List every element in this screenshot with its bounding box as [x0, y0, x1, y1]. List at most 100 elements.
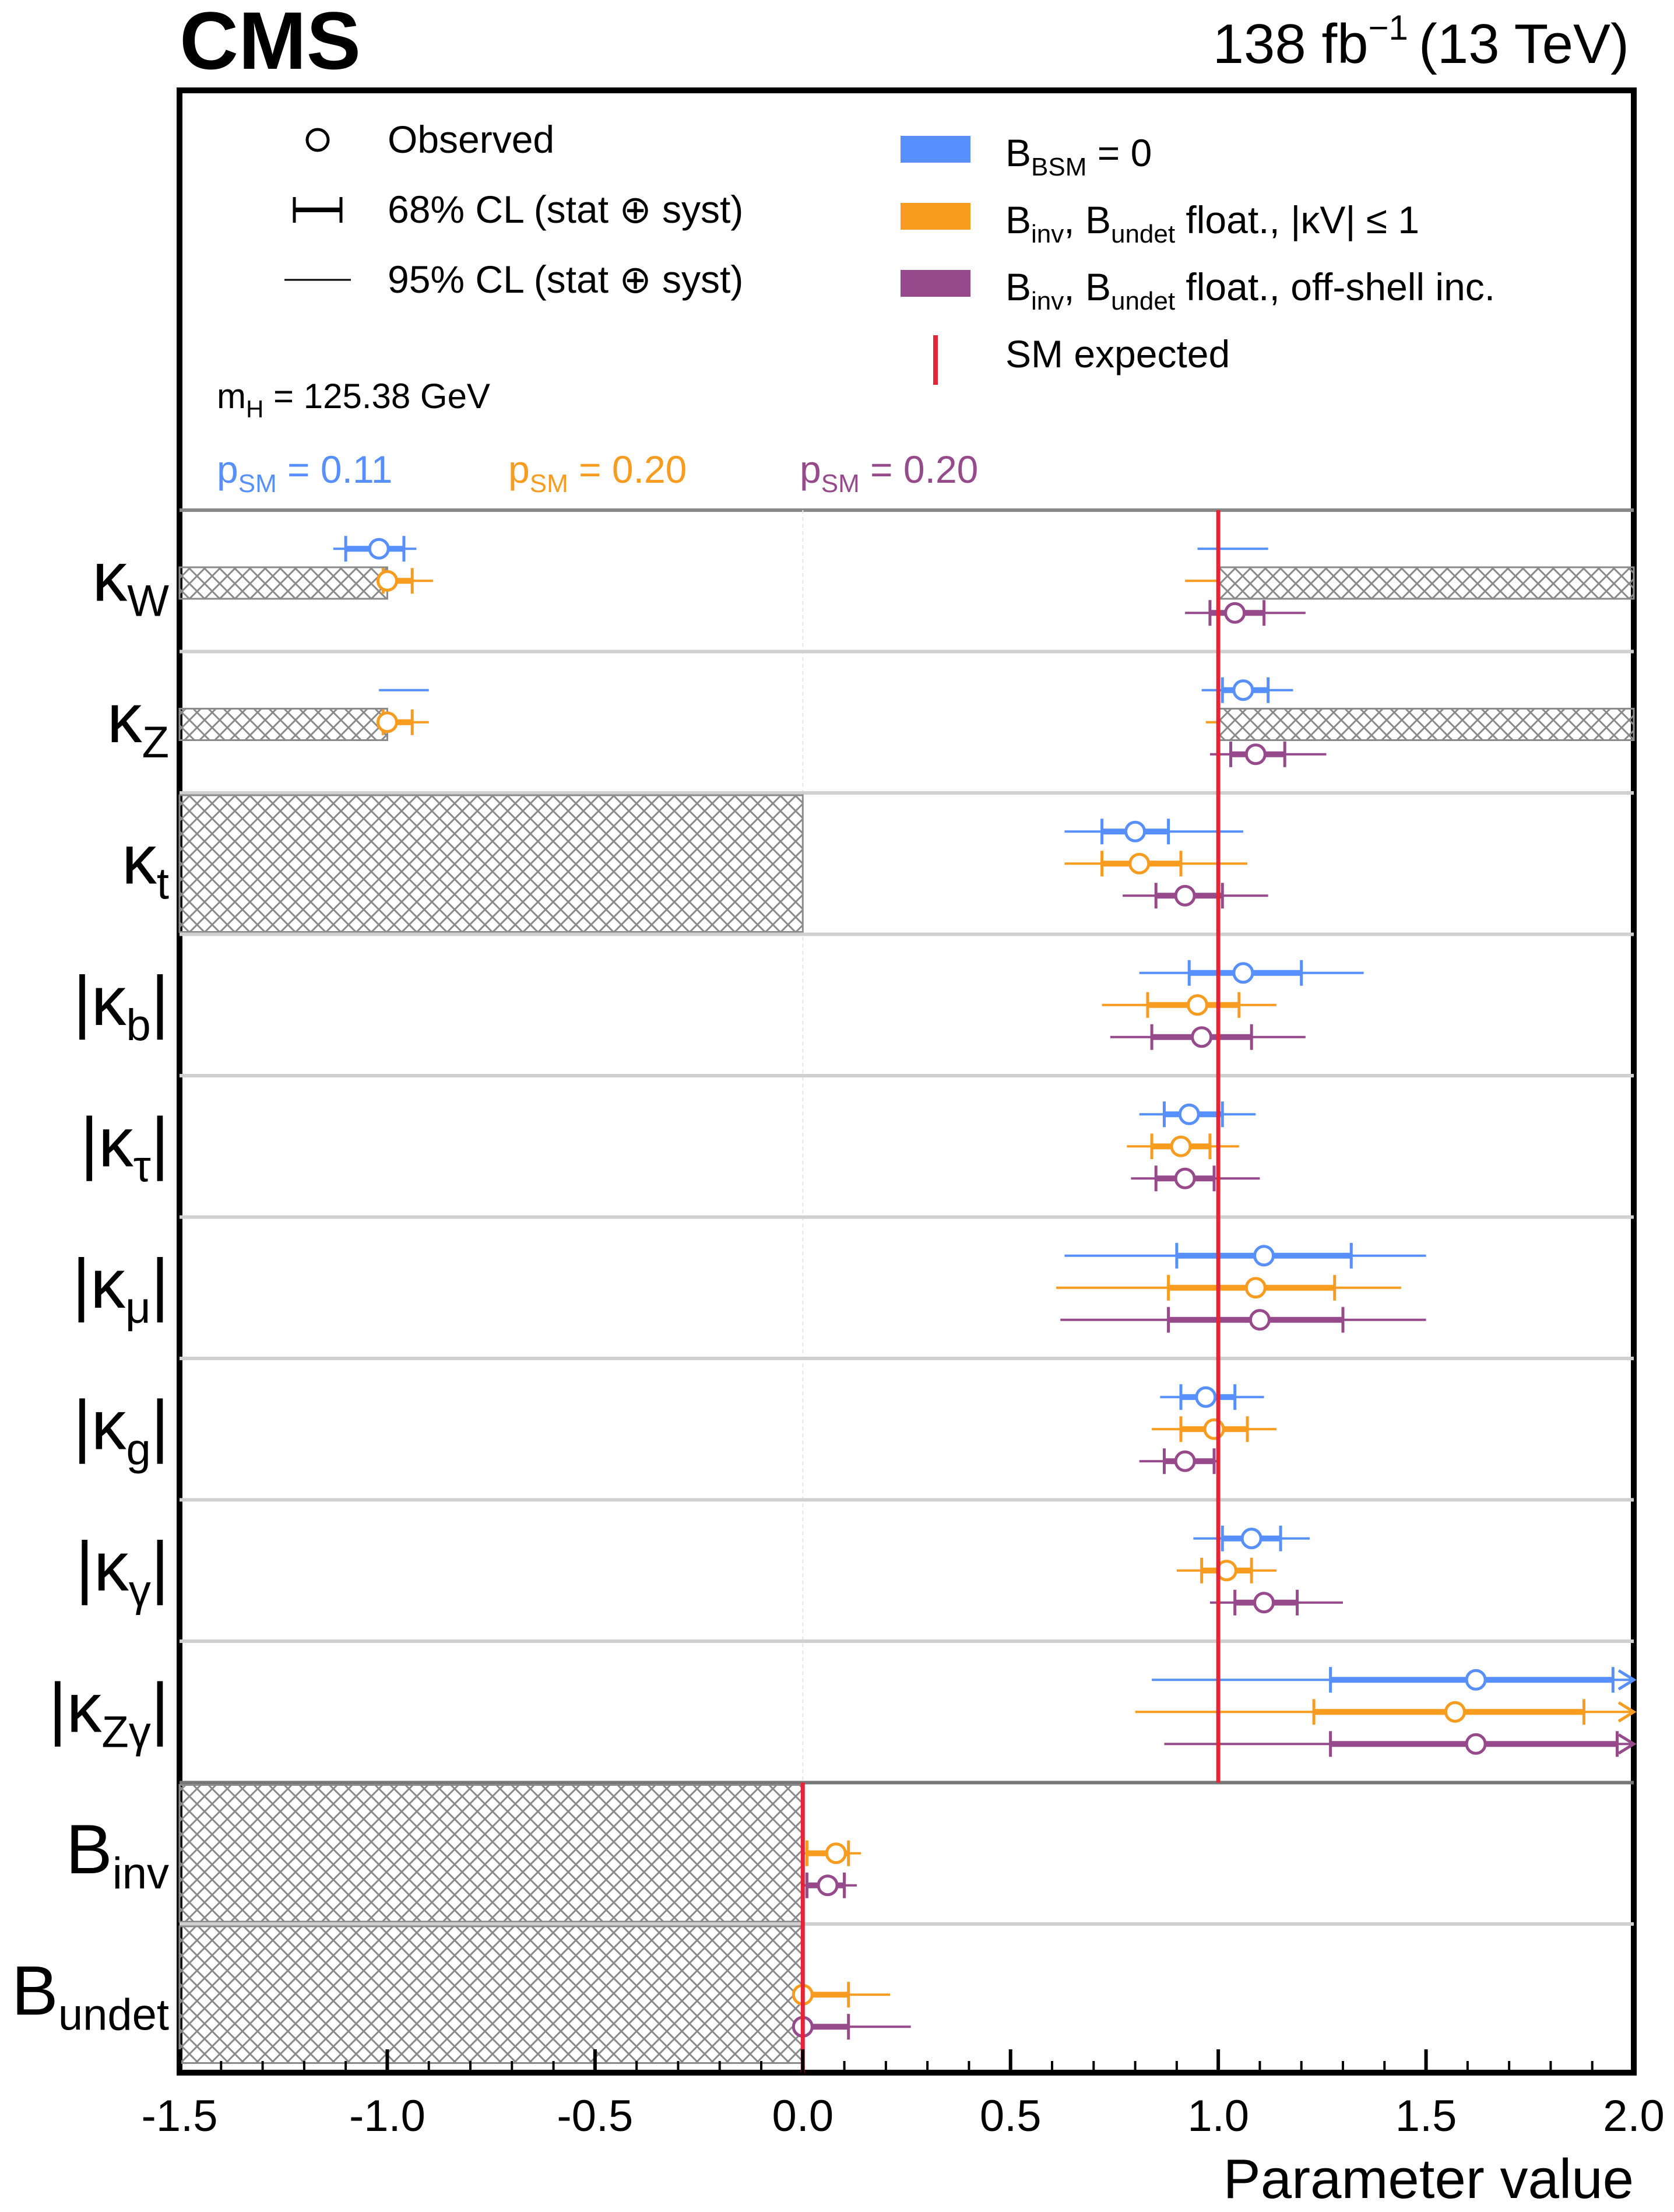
- experiment-label: CMS: [180, 0, 361, 86]
- plot-frame: [177, 87, 1637, 2076]
- series-point-group: [379, 677, 1293, 703]
- parameter-row: Binv: [66, 1784, 1634, 1926]
- excluded-region: [178, 794, 804, 933]
- x-tick-label: 2.0: [1603, 2091, 1665, 2141]
- observed-point: [1465, 1669, 1487, 1691]
- x-tick-label: 0.0: [772, 2091, 834, 2141]
- observed-point: [1170, 1135, 1192, 1157]
- row-label: |κg|: [73, 1386, 169, 1474]
- series-point-group: [1164, 1731, 1637, 1757]
- parameter-row: |κb|: [73, 960, 1634, 1077]
- legend-model-label: Binv, Bundet float., |κV| ≤ 1: [1005, 198, 1419, 248]
- series-point-group: [1135, 1699, 1637, 1725]
- legend-68cl-marker: [293, 197, 343, 223]
- lumi-exponent: −1: [1369, 8, 1408, 47]
- row-label: |κτ|: [80, 1103, 169, 1191]
- series-point-group: [792, 1982, 890, 2008]
- series-point-group: [1110, 1024, 1306, 1050]
- row-label: Binv: [66, 1810, 169, 1898]
- overflow-arrow: [1617, 1701, 1637, 1723]
- x-tick-label: 0.5: [980, 2091, 1042, 2141]
- series-point-group: [376, 568, 1219, 594]
- lumi-energy: (13 TeV): [1419, 13, 1629, 75]
- legend-sm-label: SM expected: [1005, 332, 1230, 375]
- series-point-group: [1176, 1557, 1276, 1583]
- series-point-group: [1193, 1525, 1310, 1551]
- series-point-group: [1127, 1133, 1239, 1160]
- observed-point: [1174, 1450, 1196, 1472]
- series-point-group: [1160, 1384, 1264, 1410]
- legend: Observed 68% CL (stat ⊕ syst) 95% CL (stat…: [217, 118, 1495, 498]
- observed-point: [1203, 1418, 1225, 1440]
- series-point-group: [1209, 741, 1327, 767]
- row-label: |κb|: [73, 962, 169, 1050]
- plot-area: κW κZ κt |κb| |κτ| |κμ| |κg| |κγ| |κZγ| Binv Bunde…: [12, 508, 1637, 2073]
- observed-point: [1444, 1701, 1466, 1723]
- row-label: κW: [92, 538, 169, 626]
- psm-label: pSM = 0.11: [217, 448, 393, 498]
- parameter-row: Bundet: [12, 1925, 911, 2064]
- observed-point: [1178, 1103, 1200, 1125]
- observed-point: [1244, 1277, 1267, 1299]
- observed-point: [1253, 1245, 1275, 1267]
- observed-point: [376, 570, 398, 592]
- observed-point: [1124, 820, 1147, 842]
- series-point-group: [1131, 1165, 1260, 1192]
- legend-model-swatch: [901, 136, 970, 163]
- observed-point: [1240, 1528, 1262, 1550]
- x-tick-label: -1.5: [142, 2091, 218, 2141]
- overflow-arrow: [1617, 1733, 1637, 1755]
- observed-point: [376, 711, 398, 733]
- parameter-row: κt: [122, 794, 1634, 936]
- excluded-region: [178, 566, 388, 600]
- observed-point: [1249, 1309, 1271, 1331]
- excluded-region: [178, 1784, 804, 1923]
- observed-point: [368, 538, 390, 560]
- series-point-group: [333, 536, 1268, 562]
- excluded-region: [178, 708, 388, 741]
- series-point-group: [1123, 883, 1268, 909]
- observed-point: [1465, 1733, 1487, 1755]
- series-point-group: [1056, 1274, 1401, 1301]
- higgs-mass-label: mH = 125.38 GeV: [217, 377, 490, 423]
- row-label: κZ: [107, 679, 169, 767]
- series-point-group: [1139, 1448, 1219, 1474]
- observed-point: [825, 1842, 847, 1865]
- excluded-region: [178, 1925, 804, 2064]
- lumi-label: 138 fb−1 (13 TeV): [1213, 8, 1629, 75]
- series-point-group: [1064, 819, 1243, 845]
- parameter-row: κW: [92, 536, 1635, 654]
- x-tick-label: 1.0: [1187, 2091, 1249, 2141]
- row-label: Bundet: [12, 1951, 169, 2039]
- observed-point: [817, 1874, 839, 1897]
- psm-label: pSM = 0.20: [508, 448, 687, 498]
- series-point-group: [1185, 600, 1306, 626]
- observed-point: [1128, 852, 1151, 875]
- legend-model-label: BBSM = 0: [1005, 131, 1152, 181]
- observed-point: [1191, 1026, 1213, 1048]
- series-point-group: [376, 709, 1219, 735]
- series-point-group: [1102, 992, 1276, 1018]
- observed-point: [1224, 602, 1246, 624]
- legend-model-label: Binv, Bundet float., off-shell inc.: [1005, 265, 1495, 315]
- observed-point: [1232, 679, 1254, 701]
- series-point-group: [1139, 960, 1364, 986]
- series-point-group: [792, 2014, 911, 2040]
- parameter-row: |κμ|: [72, 1242, 1634, 1360]
- parameter-row: κZ: [107, 677, 1635, 795]
- excluded-region: [1217, 708, 1635, 741]
- observed-point: [1253, 1592, 1275, 1614]
- observed-point: [1187, 994, 1208, 1016]
- series-point-group: [1139, 1101, 1256, 1128]
- x-tick-label: -1.0: [349, 2091, 425, 2141]
- x-tick-label: 1.5: [1395, 2091, 1457, 2141]
- parameter-row: |κg|: [73, 1384, 1634, 1502]
- series-point-group: [1209, 1589, 1343, 1616]
- row-label: |κγ|: [76, 1528, 169, 1616]
- legend-marker-label: 95% CL (stat ⊕ syst): [388, 258, 743, 301]
- parameter-row: |κZγ|: [48, 1667, 1637, 1785]
- observed-point: [1195, 1386, 1217, 1408]
- excluded-region: [1217, 566, 1635, 600]
- x-tick-label: -0.5: [557, 2091, 633, 2141]
- observed-point: [1174, 884, 1196, 907]
